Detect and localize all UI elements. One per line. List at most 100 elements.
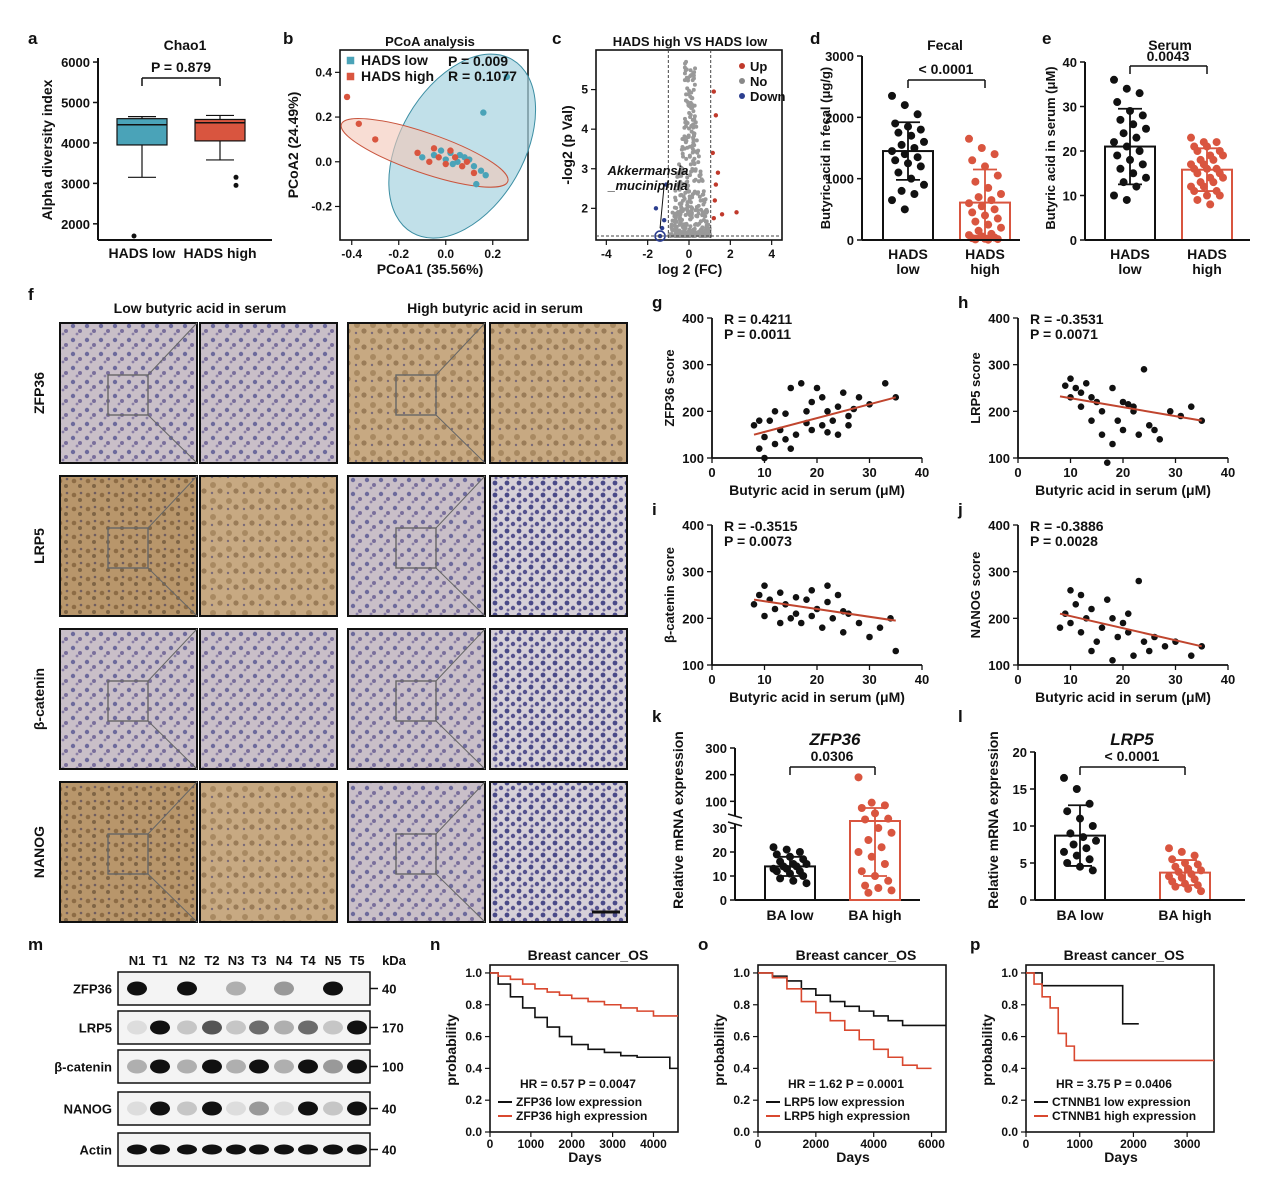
volcano-point-no: [669, 222, 674, 227]
volcano-point-no: [695, 191, 700, 196]
volcano-point-no: [682, 116, 687, 121]
data-point: [874, 824, 883, 832]
scatter-point: [1145, 647, 1153, 655]
hr-label: HR = 0.57 P = 0.0047: [520, 1077, 636, 1091]
volcano-point-no: [697, 194, 702, 199]
volcano-point-no: [688, 224, 693, 229]
data-point: [857, 867, 866, 876]
data-point: [990, 205, 999, 214]
data-point: [1203, 164, 1211, 173]
data-point: [880, 801, 889, 810]
volcano-point-no: [680, 151, 685, 156]
y-tick-label: 0.6: [733, 1030, 750, 1044]
blot-band: [274, 1101, 294, 1116]
scatter-point: [1140, 366, 1148, 373]
volcano-point-no: [689, 208, 694, 213]
data-point: [984, 183, 993, 192]
y-tick-label: 6000: [61, 55, 90, 70]
scatter-point: [1109, 615, 1116, 622]
scatter-point: [792, 610, 800, 617]
y-tick-label: 5000: [61, 95, 90, 110]
data-point: [916, 162, 925, 171]
scatter-point: [782, 436, 789, 443]
scatter-point: [1124, 610, 1132, 617]
lane-label: T2: [204, 953, 219, 968]
r-value-label: R = -0.3886: [1030, 518, 1104, 534]
scatter-point: [1067, 375, 1074, 382]
scatter-point: [442, 160, 449, 168]
scatter-point: [808, 398, 816, 406]
data-point: [1126, 155, 1134, 164]
volcano-point-no: [681, 182, 686, 187]
data-point: [1122, 142, 1131, 151]
lane-label: N4: [276, 953, 293, 968]
y-tick-label: 100: [705, 794, 727, 809]
blot-band: [202, 1059, 222, 1074]
data-point: [799, 872, 808, 880]
x-tick-label: 0: [1014, 465, 1021, 480]
blot-band: [298, 1144, 318, 1155]
scatter-point: [1077, 389, 1085, 396]
data-point: [971, 217, 980, 226]
volcano-point-no: [688, 162, 693, 167]
blot-strip: [117, 971, 371, 1006]
x-tick-label: 20: [1116, 465, 1130, 480]
blot-band: [274, 1020, 294, 1035]
x-axis-label: Butyric acid in serum (μM): [1035, 482, 1211, 498]
data-point: [1171, 882, 1180, 891]
volcano-point-down: [653, 206, 659, 211]
zoom-box: [107, 833, 149, 875]
zoom-box: [107, 374, 149, 416]
panel-c: c HADS high VS HADS low Akkermansia_mucini…: [552, 29, 785, 277]
chart-title: Chao1: [164, 37, 207, 53]
volcano-point-down: [657, 233, 663, 239]
volcano-point-no: [680, 225, 685, 230]
x-tick-label: 2000: [802, 1137, 829, 1151]
volcano-point-no: [692, 70, 697, 75]
volcano-point-no: [689, 215, 694, 220]
plot-frame: [489, 964, 679, 1133]
volcano-point-no: [687, 197, 692, 202]
volcano-point-no: [694, 124, 699, 129]
blot-band: [127, 1144, 147, 1155]
p-value-label: P = 0.0028: [1030, 533, 1098, 549]
blot-band: [274, 981, 294, 996]
data-point: [920, 180, 928, 189]
protein-label: β-catenin: [54, 1060, 112, 1075]
data-point: [1110, 191, 1118, 200]
x-tick-label: -4: [601, 247, 612, 261]
volcano-point-no: [692, 190, 697, 195]
lane-label: T4: [300, 953, 316, 968]
data-point: [894, 168, 903, 177]
scatter-point: [771, 440, 779, 448]
volcano-point-no: [686, 183, 691, 188]
x-tick-label: 30: [1168, 672, 1182, 687]
legend-swatch-high: [345, 71, 356, 82]
y-tick-label: 20: [1013, 745, 1027, 760]
survival-curve: [1026, 972, 1139, 1025]
volcano-point-no: [678, 182, 683, 187]
volcano-point-no: [696, 154, 701, 159]
x-axis-label: PCoA1 (35.56%): [377, 261, 484, 277]
volcano-point-no: [692, 226, 697, 231]
scatter-point: [845, 412, 852, 420]
blot-band: [226, 1101, 246, 1116]
scatter-point: [771, 605, 779, 613]
x-tick-label: 1000: [518, 1137, 545, 1151]
volcano-point-no: [697, 174, 702, 179]
panel-e: e Serum 40 30 20 10 0 Butyric acid in serum (μM…: [1042, 29, 1250, 277]
scatter-point: [892, 647, 900, 655]
y-tick-label: 0.6: [1001, 1030, 1018, 1044]
y-axis-label: Butyric acid in fecal (μg/g): [818, 67, 833, 230]
scatter-point: [776, 589, 784, 596]
zoom-line: [147, 720, 198, 770]
data-point: [1142, 173, 1150, 182]
lane-label: N1: [129, 953, 146, 968]
p-value-label: P = 0.0011: [724, 326, 791, 342]
data-point: [1193, 147, 1202, 155]
blot-band: [177, 981, 197, 996]
data-point: [1063, 807, 1072, 816]
ihc-image: [59, 628, 198, 770]
